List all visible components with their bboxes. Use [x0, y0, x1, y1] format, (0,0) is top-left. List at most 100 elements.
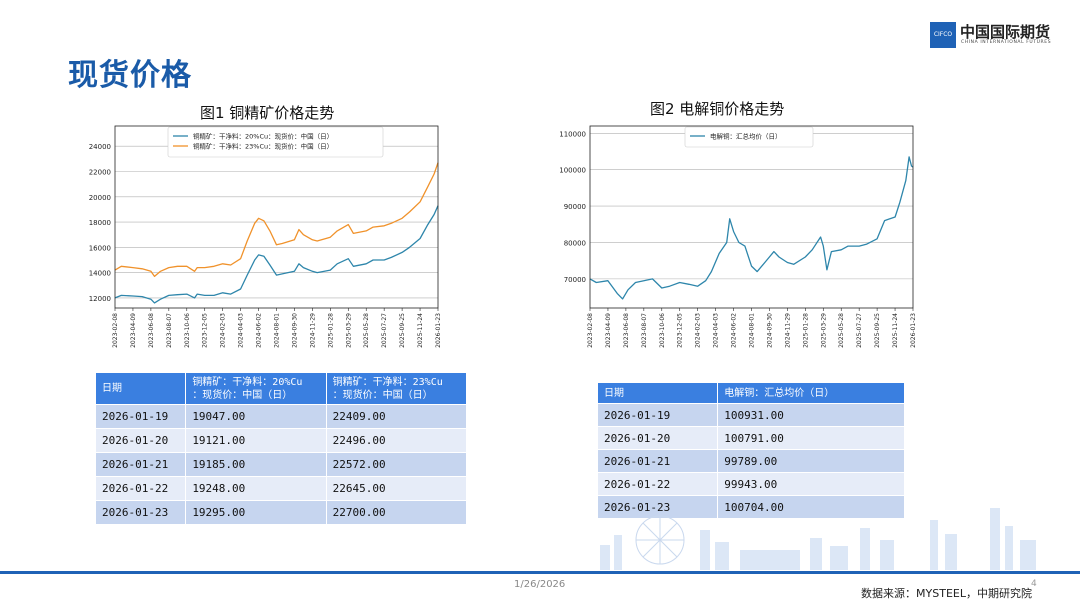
chart2-electrolytic-copper-price: 70000 80000 90000 100000 110000 2023-02-08 202…: [559, 125, 917, 348]
table-row: 2026-01-22 99943.00: [596, 472, 905, 496]
column-header-line: 日期: [604, 387, 624, 399]
y-tick-label: 24000: [89, 143, 111, 151]
column-header-line: 铜精矿：干净料：20%Cu: [192, 376, 303, 388]
x-tick-label: 2025-11-24: [892, 313, 899, 348]
y-tick-label: 70000: [564, 276, 586, 284]
x-tick-label: 2023-10-06: [184, 313, 191, 348]
plot-frame: [114, 125, 439, 309]
y-tick-label: 90000: [564, 203, 586, 211]
x-tick-label: 2023-12-05: [202, 313, 209, 348]
city-skyline-decoration: [600, 508, 1036, 570]
x-tick-label: 2024-11-29: [784, 313, 791, 348]
table-cell: 22645.00: [325, 476, 468, 501]
table-row: 2026-01-19 100931.00: [596, 403, 905, 427]
y-tick-label: 80000: [564, 239, 586, 247]
column-header-line: 日期: [102, 383, 122, 394]
x-tick-label: 2023-12-05: [677, 313, 684, 348]
x-tick-label: 2023-08-07: [641, 313, 648, 348]
x-tick-label: 2025-05-28: [838, 313, 845, 348]
y-tick-label: 14000: [89, 270, 111, 278]
table-cell: 2026-01-21: [596, 449, 719, 473]
table-cell: 19295.00: [185, 500, 327, 525]
footer-divider: [0, 571, 1080, 574]
table-cell: 2026-01-19: [596, 403, 719, 427]
x-tick-label: 2026-01-23: [910, 313, 917, 348]
column-header: 日期: [94, 372, 187, 405]
y-tick-label: 110000: [559, 130, 586, 138]
x-tick-label: 2024-08-01: [749, 313, 756, 348]
table-cell: 2026-01-21: [94, 452, 187, 477]
logo-english-name: CHINA INTERNATIONAL FUTURES: [961, 40, 1052, 45]
column-header: 日期: [596, 382, 719, 404]
x-tick-label: 2023-04-09: [605, 313, 612, 348]
y-tick-label: 16000: [89, 244, 111, 252]
x-tick-label: 2025-09-25: [874, 313, 881, 348]
table-cell: 2026-01-23: [94, 500, 187, 525]
x-tick-label: 2024-04-03: [238, 313, 245, 348]
x-tick-label: 2024-09-30: [766, 313, 773, 348]
column-header: 铜精矿：干净料：20%Cu ：现货价：中国（日）: [185, 372, 327, 405]
column-header: 电解铜：汇总均价（日）: [717, 382, 905, 404]
x-tick-label: 2023-02-08: [587, 313, 594, 348]
x-tick-label: 2025-03-29: [820, 313, 827, 348]
x-tick-label: 2024-02-03: [220, 313, 227, 348]
plot-frame: [589, 125, 914, 309]
chart2-title: 图2 电解铜价格走势: [650, 100, 785, 118]
logo-chinese-name: 中国国际期货: [960, 23, 1051, 41]
x-tick-label: 2024-02-03: [695, 313, 702, 348]
table-row: 2026-01-23 19295.00 22700.00: [94, 500, 468, 525]
x-tick-label: 2024-06-02: [256, 313, 263, 348]
x-tick-label: 2026-01-23: [435, 313, 442, 348]
legend-label: 铜精矿：干净料：23%Cu：现货价：中国（日）: [193, 142, 333, 151]
series-line-1: [114, 205, 439, 304]
chart1-copper-concentrate-price: 12000 14000 16000 18000 20000 22000 24000 2023-…: [89, 125, 442, 348]
column-header: 铜精矿：干净料：23%Cu ：现货价：中国（日）: [325, 372, 468, 405]
legend-label: 电解铜：汇总均价（日）: [710, 132, 782, 141]
x-tick-label: 2025-09-25: [399, 313, 406, 348]
table1-header-row: 日期 铜精矿：干净料：20%Cu ：现货价：中国（日） 铜精矿：干净料：23%Cu ：现…: [94, 372, 468, 405]
x-tick-label: 2023-06-08: [148, 313, 155, 348]
table-cell: 2026-01-19: [94, 404, 187, 429]
y-tick-label: 20000: [89, 194, 111, 202]
x-tick-label: 2024-11-29: [309, 313, 316, 348]
table-cell: 99789.00: [717, 449, 905, 473]
table-cell: 19047.00: [185, 404, 327, 429]
table-cell: 19185.00: [185, 452, 327, 477]
x-tick-label: 2025-01-28: [802, 313, 809, 348]
x-tick-label: 2024-08-01: [274, 313, 281, 348]
x-tick-label: 2024-06-02: [731, 313, 738, 348]
x-tick-label: 2025-11-24: [417, 313, 424, 348]
table-cell: 2026-01-20: [596, 426, 719, 450]
y-tick-label: 100000: [559, 167, 586, 175]
legend-label: 铜精矿：干净料：20%Cu：现货价：中国（日）: [193, 132, 333, 141]
table-cell: 22572.00: [325, 452, 468, 477]
table-cell: 22496.00: [325, 428, 468, 453]
table-row: 2026-01-22 19248.00 22645.00: [94, 476, 468, 501]
table-cell: 19248.00: [185, 476, 327, 501]
series-line-2: [114, 162, 439, 278]
column-header-line: 铜精矿：干净料：23%Cu: [332, 376, 443, 388]
table-cell: 99943.00: [717, 472, 905, 496]
series-line-1: [589, 156, 914, 300]
x-tick-label: 2023-02-08: [112, 313, 119, 348]
table-row: 2026-01-19 19047.00 22409.00: [94, 404, 468, 429]
table-electrolytic-copper: 日期 电解铜：汇总均价（日） 2026-01-19 100931.00 2026-01…: [596, 382, 905, 519]
x-tick-label: 2023-06-08: [623, 313, 630, 348]
x-tick-label: 2025-07-27: [381, 313, 388, 348]
logo-mark: CIFCO: [930, 22, 956, 48]
table-row: 2026-01-20 100791.00: [596, 426, 905, 450]
y-tick-label: 12000: [89, 295, 111, 303]
x-tick-label: 2025-05-28: [363, 313, 370, 348]
x-tick-label: 2025-01-28: [327, 313, 334, 348]
table-cell: 19121.00: [185, 428, 327, 453]
legend-box: [167, 126, 384, 158]
table-cell: 100704.00: [717, 495, 905, 519]
page-number: 4: [1031, 579, 1037, 589]
x-tick-label: 2023-08-07: [166, 313, 173, 348]
table-cell: 2026-01-22: [94, 476, 187, 501]
table-row: 2026-01-21 19185.00 22572.00: [94, 452, 468, 477]
table-row: 2026-01-20 19121.00 22496.00: [94, 428, 468, 453]
x-tick-label: 2025-07-27: [856, 313, 863, 348]
table-cell: 22409.00: [325, 404, 468, 429]
x-tick-label: 2024-09-30: [291, 313, 298, 348]
